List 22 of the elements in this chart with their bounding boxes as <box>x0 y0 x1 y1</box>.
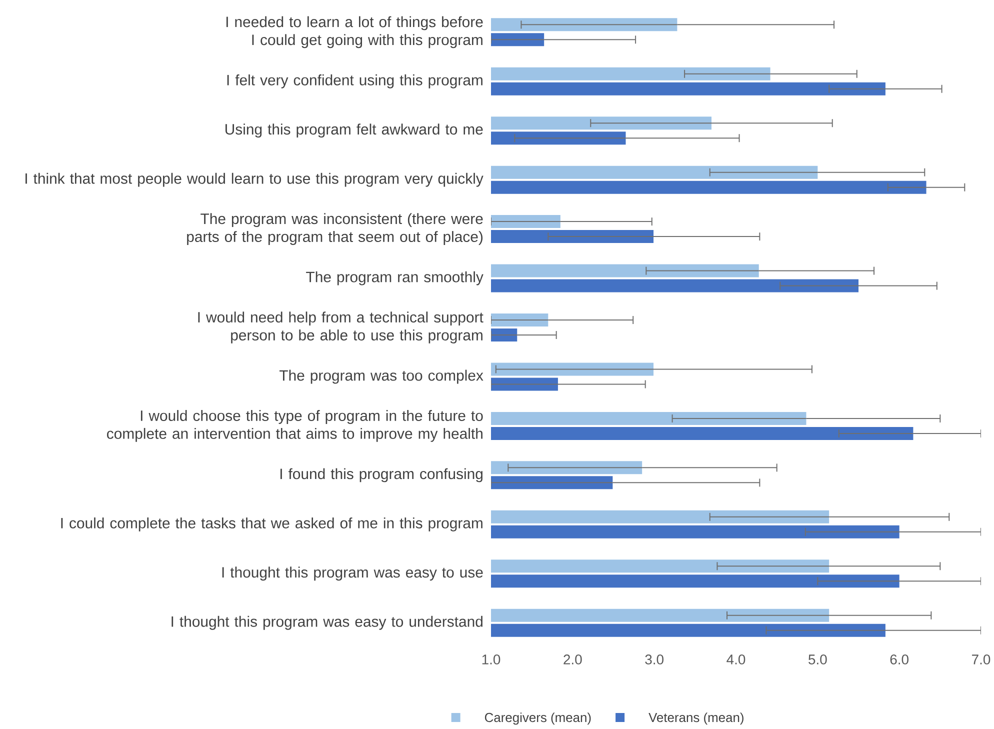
y-tick-label: I would need help from a technical support person to be able to use this program <box>198 312 484 344</box>
y-tick-label: The program ran smoothly <box>306 271 484 286</box>
legend-label: Veterans (mean) <box>648 712 744 725</box>
y-tick-label: I could complete the tasks that we asked of me in this program <box>61 517 482 532</box>
y-tick-label: The program was too complex <box>279 370 484 384</box>
x-tick-label: 2.0 <box>564 654 582 664</box>
y-tick-label: I thought this program was easy to use <box>222 566 483 581</box>
x-tick-label: 5.0 <box>808 654 827 664</box>
x-tick-label: 4.0 <box>726 654 746 664</box>
x-tick-label: 1.0 <box>482 654 500 664</box>
y-tick-label: The program was inconsistent (there were parts of the program that seem out of place) <box>187 213 483 245</box>
y-tick-label: I think that most people would learn to use this program very quickly <box>26 172 484 187</box>
y-tick-label: I found this program confusing <box>280 468 482 482</box>
x-tick-label: 6.0 <box>890 654 908 664</box>
y-tick-label: I felt very confident using this program <box>227 74 482 88</box>
y-tick-label: I needed to learn a lot of things before I could get going with this program <box>226 16 483 48</box>
x-tick-label: 7.0 <box>972 654 990 664</box>
legend-label: Caregivers (mean) <box>484 712 591 725</box>
y-tick-label: Using this program felt awkward to me <box>226 124 483 138</box>
y-tick-label: I would choose this type of program in the future to complete an intervention that aims to improve my health <box>107 410 483 442</box>
x-tick-label: 3.0 <box>645 654 664 664</box>
y-tick-label: I thought this program was easy to understand <box>172 616 482 630</box>
